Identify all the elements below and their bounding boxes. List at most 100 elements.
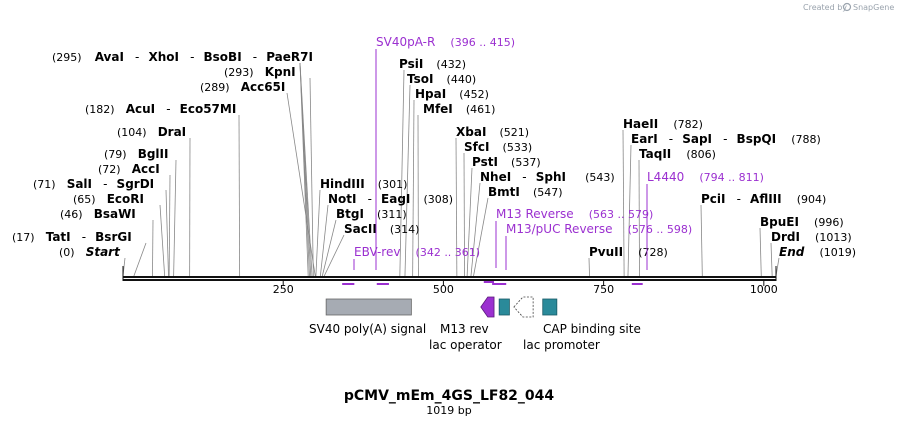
site-position: (308) (423, 193, 453, 206)
primers: SV40pA-R (396 .. 415) L4440 (794 .. 811)… (342, 31, 764, 285)
site-position: (289) (200, 81, 230, 94)
site-label: BtgI (311) (336, 203, 407, 222)
enzyme-name[interactable]: TsoI (407, 72, 433, 86)
cut-line (470, 182, 481, 277)
feature-sv40-polya[interactable] (325, 298, 412, 316)
enzyme-name[interactable]: SacII (344, 222, 377, 236)
enzyme-name[interactable]: NheI (480, 170, 511, 184)
enzyme-name[interactable]: PaeR7I (266, 50, 313, 64)
site-label: (79) BglII (104, 143, 168, 162)
primer-label[interactable]: EBV-rev (342 .. 361) (354, 241, 480, 260)
enzyme-name[interactable]: TatI (46, 230, 71, 244)
enzyme-name[interactable]: BspQI (737, 132, 777, 146)
site-position: (1013) (815, 231, 852, 244)
cut-line (152, 219, 154, 277)
enzyme-name[interactable]: DraI (158, 125, 186, 139)
primer-name: SV40pA-R (376, 35, 435, 49)
cut-line (759, 227, 762, 277)
enzyme-name[interactable]: AcuI (126, 102, 155, 116)
enzyme-name[interactable]: SalI (67, 177, 92, 191)
feature-cap-binding-site[interactable] (542, 298, 558, 316)
site-label: PciI - AflIII (904) (701, 188, 826, 207)
enzyme-name[interactable]: HpaI (415, 87, 446, 101)
primer-range: (396 .. 415) (450, 36, 515, 49)
site-label: (65) EcoRI (73, 188, 144, 207)
site-position: (0) (59, 246, 75, 259)
feature-label-lac-promoter: lac promoter (523, 338, 600, 352)
site-label: XbaI (521) (456, 121, 529, 140)
enzyme-name[interactable]: BsaWI (94, 207, 136, 221)
site-label: BpuEI (996) (760, 211, 844, 230)
site-label: HindIII (301) (320, 173, 407, 192)
enzyme-name[interactable]: PciI (701, 192, 726, 206)
site-position: (788) (791, 133, 821, 146)
enzyme-name[interactable]: EagI (381, 192, 410, 206)
enzyme-name[interactable]: BmtI (488, 185, 520, 199)
enzyme-name[interactable]: AccI (132, 162, 160, 176)
enzyme-name[interactable]: NotI (328, 192, 357, 206)
site-position: (293) (224, 66, 254, 79)
enzyme-name[interactable]: SapI (682, 132, 712, 146)
site-label: (182) AcuI - Eco57MI (85, 98, 236, 117)
primer-label[interactable]: M13 Reverse (563 .. 579) (496, 203, 653, 222)
site-position: (440) (447, 73, 477, 86)
enzyme-name[interactable]: BsrGI (95, 230, 132, 244)
primer-label[interactable]: M13/pUC Reverse (576 .. 598) (506, 218, 692, 237)
map-title: pCMV_mEm_4GS_LF82_044 (344, 388, 555, 404)
site-position: (17) (12, 231, 35, 244)
enzyme-name[interactable]: BpuEI (760, 215, 799, 229)
feature-label-lac-operator: lac operator (429, 338, 502, 352)
enzyme-name[interactable]: SfcI (464, 140, 489, 154)
enzyme-name[interactable]: BtgI (336, 207, 364, 221)
feature-m13-rev-arrow[interactable] (480, 296, 495, 318)
enzyme-name[interactable]: TaqII (639, 147, 671, 161)
enzyme-name[interactable]: SphI (536, 170, 566, 184)
enzyme-name[interactable]: EcoRI (107, 192, 144, 206)
site-label: SfcI (533) (464, 136, 532, 155)
enzyme-name[interactable]: Eco57MI (180, 102, 237, 116)
primer-label[interactable]: SV40pA-R (396 .. 415) (376, 31, 515, 50)
enzyme-name[interactable]: PvuII (589, 245, 623, 259)
feature-lac-promoter-arrow[interactable] (513, 296, 534, 318)
enzyme-name[interactable]: DrdI (771, 230, 800, 244)
site-position: (295) (52, 51, 82, 64)
enzyme-name[interactable]: HaeII (623, 117, 658, 131)
feature-label-cap-binding-site: CAP binding site (543, 322, 641, 336)
site-position: (71) (33, 178, 56, 191)
enzyme-name[interactable]: PstI (472, 155, 498, 169)
enzyme-name[interactable]: SgrDI (117, 177, 155, 191)
enzyme-name[interactable]: HindIII (320, 177, 365, 191)
site-position: (72) (98, 163, 121, 176)
site-position: (79) (104, 148, 127, 161)
feature-lac-operator[interactable] (498, 298, 510, 316)
enzyme-name[interactable]: XbaI (456, 125, 486, 139)
cut-line (399, 69, 405, 277)
enzyme-name[interactable]: EarI (631, 132, 658, 146)
site-position: (301) (378, 178, 408, 191)
cut-line (700, 204, 703, 277)
cut-site-lines (122, 62, 780, 277)
site-position: (533) (503, 141, 533, 154)
enzyme-name[interactable]: BsoBI (204, 50, 242, 64)
features: SV40 poly(A) signal M13 rev lac operator… (309, 296, 641, 352)
enzyme-name[interactable]: AvaI (95, 50, 124, 64)
enzyme-name[interactable]: KpnI (265, 65, 296, 79)
enzyme-name[interactable]: Acc65I (241, 80, 286, 94)
site-position: (432) (436, 58, 466, 71)
enzyme-name[interactable]: MfeI (423, 102, 453, 116)
primer-name: M13 Reverse (496, 207, 574, 221)
tick-label: 750 (593, 283, 614, 296)
site-label: TaqII (806) (639, 143, 716, 162)
site-position: (1019) (819, 246, 856, 259)
enzyme-name[interactable]: AflIII (750, 192, 782, 206)
enzyme-name[interactable]: BglII (138, 147, 169, 161)
primer-label[interactable]: L4440 (794 .. 811) (647, 166, 764, 185)
enzyme-name[interactable]: PsiI (399, 57, 423, 71)
primer-name: EBV-rev (354, 245, 400, 259)
cut-line (238, 114, 241, 277)
site-position: (182) (85, 103, 115, 116)
site-position: (104) (117, 126, 147, 139)
enzyme-name[interactable]: XhoI (148, 50, 179, 64)
cut-line (319, 204, 329, 277)
